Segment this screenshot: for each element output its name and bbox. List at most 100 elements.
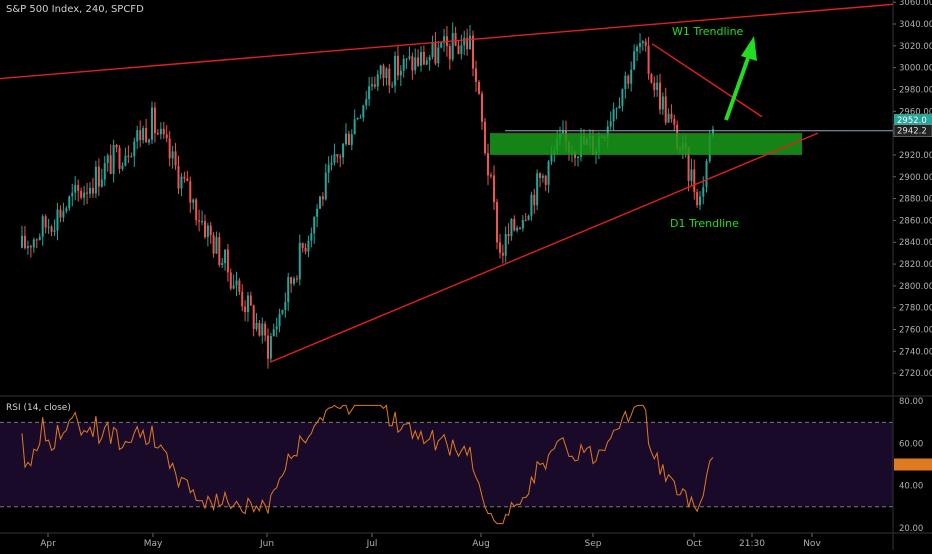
- candle-body: [255, 322, 258, 329]
- d1-trendline: [269, 132, 819, 363]
- price-tick-label: 2960.00: [899, 107, 932, 117]
- candle-body: [504, 234, 507, 256]
- candle-body: [693, 169, 696, 192]
- candle-body: [562, 130, 564, 135]
- candle-body: [408, 56, 411, 59]
- candle-body: [121, 165, 124, 169]
- d1-trendline-label: D1 Trendline: [670, 217, 739, 230]
- marker-price-badge: [893, 124, 932, 138]
- candle-body: [490, 175, 492, 177]
- time-tick-label: Aug: [472, 539, 490, 549]
- price-tick-label: 2740.00: [899, 347, 932, 357]
- candle-body: [215, 237, 218, 254]
- candle-body: [656, 82, 659, 90]
- w1-trendline: [651, 43, 763, 118]
- candle-body: [376, 74, 379, 87]
- candle-body: [521, 219, 524, 229]
- candle-body: [115, 144, 118, 148]
- candle-body: [267, 335, 269, 359]
- candle-body: [136, 130, 139, 142]
- price-tick-label: 2800.00: [899, 282, 932, 292]
- candle-body: [272, 329, 275, 336]
- rsi-last-badge: [894, 458, 932, 471]
- candle-body: [365, 99, 368, 106]
- candle-body: [667, 113, 670, 123]
- price-tick-label: 3040.00: [899, 20, 932, 30]
- candle-body: [235, 280, 238, 286]
- candle-body: [41, 216, 44, 237]
- candle-body: [612, 109, 615, 122]
- candle-body: [177, 165, 180, 189]
- candle-body: [507, 234, 510, 237]
- candle-body: [394, 55, 397, 86]
- rsi-tick-label: 40.00: [899, 482, 923, 492]
- candle-body: [269, 335, 272, 359]
- candle-body: [673, 118, 676, 125]
- candle-body: [342, 143, 345, 158]
- candle-body: [53, 230, 56, 232]
- time-tick-label: Apr: [40, 539, 56, 549]
- candle-body: [440, 42, 443, 48]
- candle-body: [71, 192, 74, 197]
- candle-body: [35, 239, 38, 241]
- candle-body: [83, 192, 86, 198]
- price-tick-label: 2900.00: [899, 173, 932, 183]
- candle-body: [705, 161, 708, 188]
- candle-body: [484, 121, 486, 154]
- candle-body: [118, 147, 121, 169]
- rsi-title: RSI (14, close): [6, 403, 71, 413]
- candle-body: [226, 249, 229, 273]
- price-tick-label: 2760.00: [899, 326, 932, 336]
- time-tick-label: 21:30: [739, 539, 765, 549]
- candle-body: [238, 280, 241, 292]
- candle-body: [428, 57, 431, 61]
- candle-body: [148, 139, 151, 143]
- candle-body: [218, 237, 221, 265]
- candle-body: [670, 113, 673, 119]
- candle-body: [284, 302, 287, 311]
- candle-body: [38, 236, 41, 241]
- candle-body: [382, 65, 385, 79]
- candle-body: [379, 65, 382, 75]
- candle-body: [699, 196, 701, 206]
- candle-body: [448, 46, 451, 60]
- candle-body: [295, 278, 298, 280]
- candle-body: [249, 295, 252, 306]
- candle-body: [77, 184, 80, 191]
- candle-body: [650, 74, 653, 83]
- candle-body: [186, 178, 189, 182]
- candle-body: [609, 121, 612, 127]
- candle-body: [422, 51, 425, 65]
- candle-body: [198, 220, 201, 222]
- candle-body: [97, 166, 100, 187]
- up-arrow-head: [741, 36, 757, 61]
- candle-body: [221, 263, 224, 265]
- candle-body: [463, 37, 466, 46]
- candle-body: [527, 215, 530, 220]
- candle-body: [252, 305, 255, 329]
- candle-body: [661, 96, 664, 110]
- candle-body: [112, 144, 115, 174]
- candle-body: [550, 154, 553, 162]
- candle-body: [519, 227, 521, 229]
- price-tick-label: 2880.00: [899, 195, 932, 205]
- candle-body: [151, 107, 153, 140]
- candle-body: [47, 226, 50, 228]
- candle-body: [241, 291, 244, 307]
- candle-body: [229, 272, 232, 289]
- candle-body: [487, 153, 489, 176]
- candle-body: [106, 155, 109, 164]
- rsi-tick-label: 20.00: [899, 524, 923, 534]
- candle-body: [153, 107, 156, 134]
- candle-body: [204, 221, 206, 238]
- candle-body: [353, 119, 356, 135]
- price-tick-label: 3060.00: [899, 0, 932, 8]
- candle-body: [359, 117, 362, 119]
- candle-body: [347, 133, 350, 145]
- chart-title: S&P 500 Index, 240, SPCFD: [6, 4, 144, 15]
- candle-body: [536, 173, 539, 206]
- candle-body: [466, 37, 469, 50]
- candle-body: [127, 155, 130, 157]
- candle-body: [264, 323, 267, 336]
